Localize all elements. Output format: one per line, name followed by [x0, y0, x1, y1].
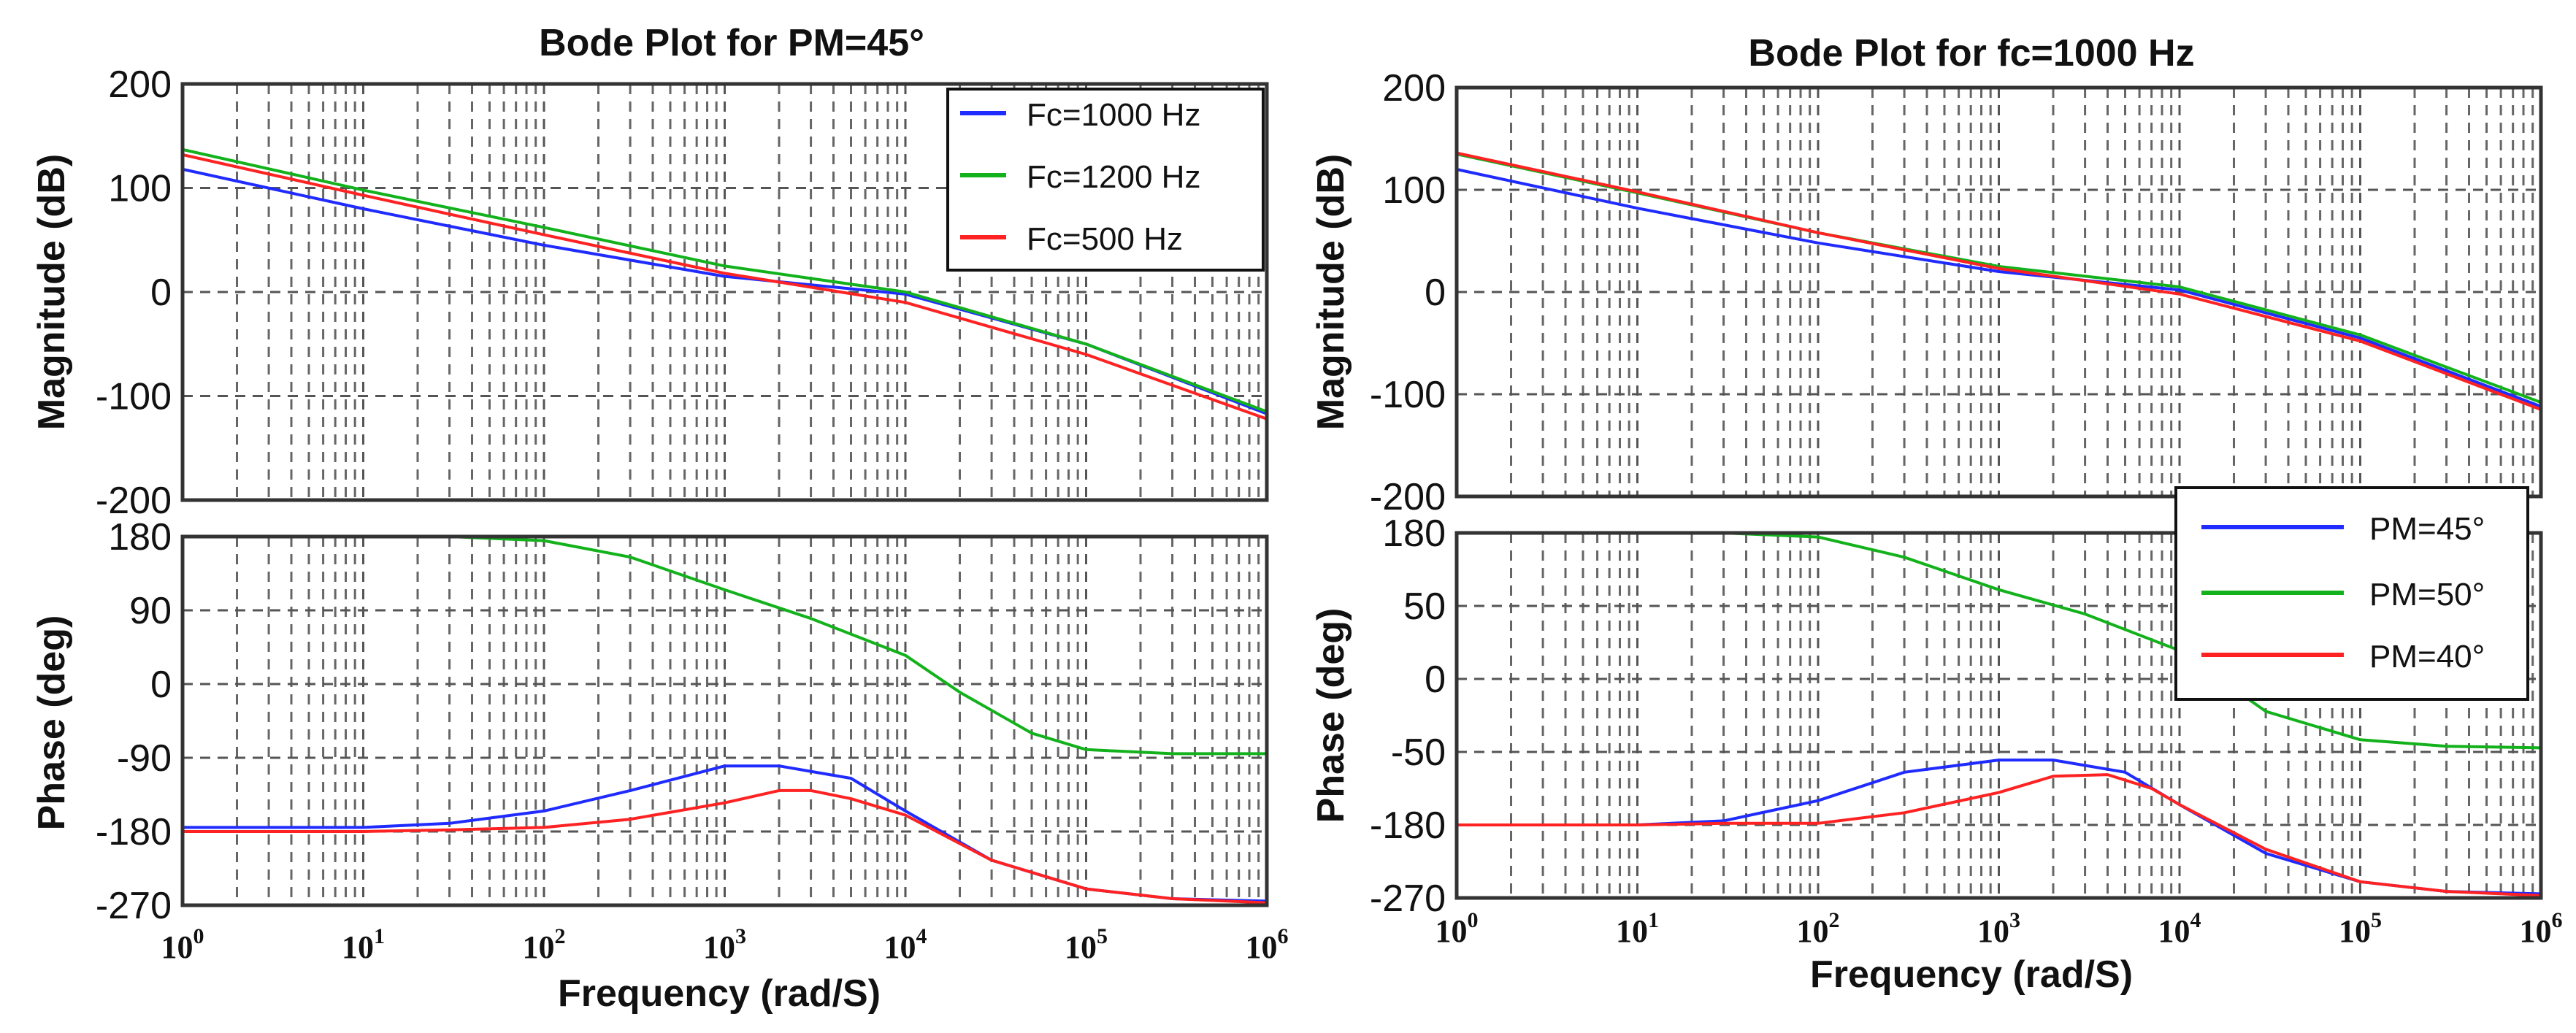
right-xticks: 100 101 102 103 104 105 106: [1435, 908, 2563, 949]
right-phase-ytick-label: -270: [1370, 878, 1446, 920]
left-xtick-label: 101: [342, 924, 385, 965]
right-phase-ylabel: Phase (deg): [1310, 608, 1352, 823]
right-legend-label-3: PM=40°: [2369, 639, 2485, 675]
left-magnitude-series-2: [181, 147, 1268, 413]
right-phase-ytick-label: 180: [1382, 512, 1446, 555]
right-phase-panel: 180 50 0 -50 -180 -270 Phase (deg) PM=45° PM=…: [1310, 486, 2543, 920]
left-phase-ytick-label: -90: [117, 737, 172, 780]
right-phase-ytick-label: 50: [1403, 585, 1446, 628]
left-xtick-label: 100: [161, 924, 204, 965]
left-magnitude-lines: [181, 147, 1268, 421]
left-xtick-label: 104: [884, 924, 927, 965]
right-magnitude-ylabel: Magnitude (dB): [1310, 154, 1352, 430]
left-phase-ytick-label: 180: [108, 516, 172, 558]
left-phase-ytick-label: -270: [96, 885, 172, 927]
right-phase-ytick-label: -50: [1391, 731, 1446, 774]
right-phase-frame: [1454, 531, 2543, 900]
right-magnitude-ytick-label: 0: [1425, 272, 1446, 314]
right-magnitude-ytick-label: -100: [1370, 374, 1446, 416]
left-magnitude-series-3: [181, 153, 1268, 421]
right-xtick-label: 105: [2339, 908, 2382, 949]
left-phase-frame: [180, 534, 1269, 907]
right-phase-yticks: 180 50 0 -50 -180 -270: [1370, 512, 1446, 920]
left-magnitude-ytick-label: -100: [96, 376, 172, 418]
right-magnitude-series-1: [1455, 168, 2542, 408]
right-magnitude-series-3: [1455, 151, 2542, 411]
left-legend: Fc=1000 Hz Fc=1200 Hz Fc=500 Hz: [946, 88, 1265, 272]
right-magnitude-frame: [1454, 85, 2543, 499]
left-phase-yticks: 180 90 0 -90 -180 -270: [96, 516, 172, 927]
right-phase-ytick-label: 0: [1425, 658, 1446, 701]
left-xticks: 100 101 102 103 104 105 106: [161, 924, 1289, 965]
right-xtick-label: 106: [2520, 908, 2563, 949]
right-magnitude-ytick-label: 200: [1382, 67, 1446, 110]
right-xlabel: Frequency (rad/S): [1810, 953, 2133, 996]
left-magnitude-ylabel: Magnitude (dB): [31, 154, 73, 430]
left-legend-label-2: Fc=1200 Hz: [1027, 159, 1200, 195]
left-xlabel: Frequency (rad/S): [558, 972, 881, 1015]
left-phase-ytick-label: 90: [129, 590, 172, 632]
left-phase-panel: 180 90 0 -90 -180 -270 Phase (deg): [31, 516, 1269, 927]
left-xtick-label: 103: [703, 924, 746, 965]
left-legend-label-3: Fc=500 Hz: [1027, 221, 1183, 257]
left-magnitude-ytick-label: 0: [150, 272, 172, 314]
right-legend-label-1: PM=45°: [2369, 511, 2485, 547]
left-xtick-label: 105: [1065, 924, 1108, 965]
right-magnitude-panel: 200 100 0 -100 -200 Magnitude (dB): [1310, 67, 2543, 518]
right-xtick-label: 104: [2158, 908, 2201, 949]
right-phase-series-3: [1455, 773, 2542, 897]
left-magnitude-frame: [180, 82, 1269, 502]
left-magnitude-ytick-label: 200: [108, 64, 172, 106]
right-phase-grid: [1457, 533, 2541, 898]
left-legend-box: [946, 88, 1265, 272]
right-magnitude-grid: [1457, 88, 2541, 496]
left-xtick-label: 106: [1246, 924, 1289, 965]
left-magnitude-ytick-label: -200: [96, 480, 172, 522]
right-xtick-label: 103: [1977, 908, 2020, 949]
right-legend: PM=45° PM=50° PM=40°: [2174, 486, 2529, 701]
left-magnitude-ytick-label: 100: [108, 168, 172, 210]
left-magnitude-panel: 200 100 0 -100 -200 Magnitude (dB) Fc=1000 H…: [31, 64, 1269, 522]
right-xtick-label: 102: [1797, 908, 1840, 949]
right-magnitude-ytick-label: -200: [1370, 476, 1446, 518]
left-legend-label-1: Fc=1000 Hz: [1027, 97, 1200, 133]
right-phase-ytick-label: -180: [1370, 804, 1446, 847]
left-phase-ytick-label: 0: [150, 664, 172, 706]
right-magnitude-yticks: 200 100 0 -100 -200: [1370, 67, 1446, 518]
left-bode-chart: Bode Plot for PM=45° 200 100 0 -100 -200 Mag…: [31, 22, 1289, 1015]
left-phase-ytick-label: -180: [96, 811, 172, 853]
right-bode-chart: Bode Plot for fc=1000 Hz 200 100 0 -100 -200…: [1310, 32, 2563, 996]
left-phase-series-3: [181, 788, 1268, 905]
right-chart-title: Bode Plot for fc=1000 Hz: [1748, 32, 2194, 74]
right-legend-label-2: PM=50°: [2369, 577, 2485, 612]
right-magnitude-ytick-label: 100: [1382, 169, 1446, 212]
right-xtick-label: 101: [1616, 908, 1659, 949]
left-phase-ylabel: Phase (deg): [31, 615, 73, 831]
left-xtick-label: 102: [523, 924, 566, 965]
left-chart-title: Bode Plot for PM=45°: [539, 22, 924, 64]
right-xtick-label: 100: [1435, 908, 1479, 949]
right-magnitude-lines: [1455, 151, 2542, 411]
left-magnitude-yticks: 200 100 0 -100 -200: [96, 64, 172, 522]
